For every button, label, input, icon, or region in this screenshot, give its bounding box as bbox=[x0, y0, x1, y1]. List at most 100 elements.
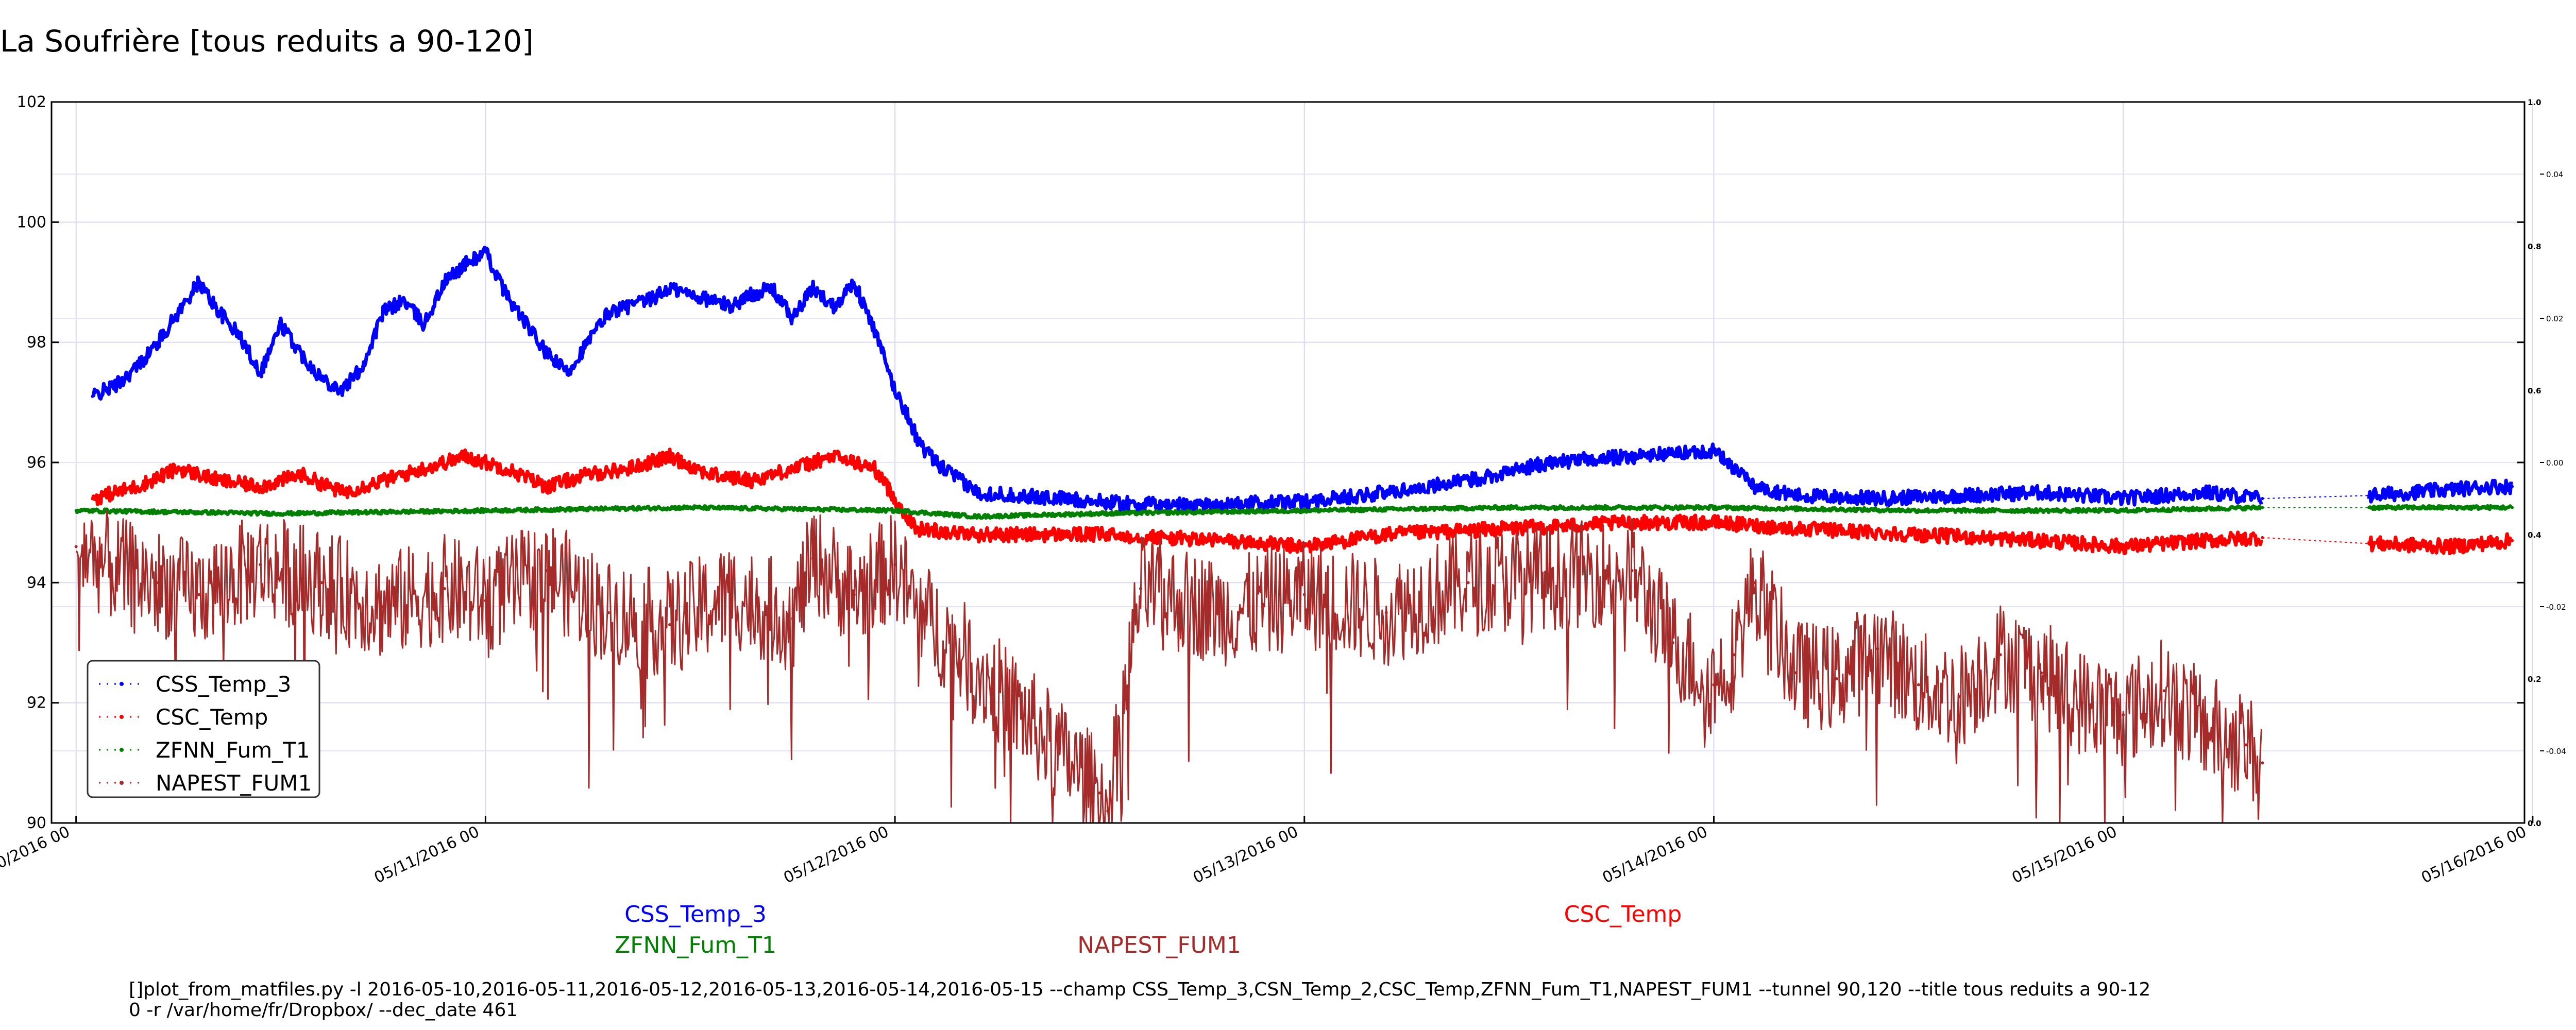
data-point-CSS_Temp_3 bbox=[905, 413, 909, 416]
data-point-ZFNN_Fum_T1 bbox=[279, 512, 283, 516]
y3-tick-label: 0.00 bbox=[2546, 458, 2563, 468]
data-point-CSC_Temp bbox=[791, 467, 794, 470]
data-point-CSS_Temp_3 bbox=[320, 376, 324, 380]
series-layer bbox=[74, 246, 2514, 824]
y-tick-label: 102 bbox=[17, 93, 46, 111]
y2-tick-label: 0.6 bbox=[2528, 386, 2541, 396]
data-point-NAPEST_FUM1 bbox=[791, 617, 794, 621]
y-tick-label: 100 bbox=[17, 213, 46, 231]
x-axis: 05/10/2016 00 05/11/2016 00 05/12/2016 00 0… bbox=[0, 816, 2534, 887]
data-point-NAPEST_FUM1 bbox=[606, 611, 610, 614]
data-point-CSC_Temp bbox=[586, 473, 590, 476]
data-point-NAPEST_FUM1 bbox=[1139, 587, 1142, 590]
data-point-NAPEST_FUM1 bbox=[1106, 809, 1110, 813]
y-tick-label: 98 bbox=[27, 334, 46, 352]
series-label-ZFNN_Fum_T1: ZFNN_Fum_T1 bbox=[615, 932, 776, 958]
data-point-CSS_Temp_3 bbox=[1548, 461, 1552, 464]
x-tick-label: 05/16/2016 00 bbox=[2419, 823, 2530, 887]
data-point-CSS_Temp_3 bbox=[1794, 494, 1798, 497]
series-line-CSC_Temp bbox=[91, 448, 2263, 556]
data-point-CSS_Temp_3 bbox=[606, 311, 610, 314]
command-line: []plot_from_matfiles.py -l 2016-05-10,20… bbox=[129, 979, 2150, 1000]
data-point-CSS_Temp_3 bbox=[443, 281, 446, 284]
legend-label: CSC_Temp bbox=[156, 705, 268, 730]
series-CSS_Temp_3 bbox=[91, 246, 2514, 513]
data-point-NAPEST_FUM1 bbox=[852, 593, 856, 596]
data-point-CSS_Temp_3 bbox=[402, 299, 405, 302]
data-point-CSC_Temp bbox=[2204, 539, 2207, 542]
data-point-CSC_Temp bbox=[2261, 536, 2264, 539]
data-point-CSS_Temp_3 bbox=[381, 311, 385, 314]
data-point-CSS_Temp_3 bbox=[709, 299, 713, 302]
series-line-ZFNN_Fum_T1 bbox=[75, 504, 2262, 520]
data-point-NAPEST_FUM1 bbox=[1958, 695, 1961, 698]
series-ZFNN_Fum_T1 bbox=[74, 504, 2514, 520]
data-point-CSS_Temp_3 bbox=[299, 353, 303, 356]
data-point-CSS_Temp_3 bbox=[279, 322, 283, 326]
x-tick-label: 05/14/2016 00 bbox=[1600, 823, 1710, 887]
legend-entry: CSC_Temp bbox=[99, 705, 268, 730]
data-point-CSC_Temp bbox=[2511, 539, 2514, 542]
data-point-CSC_Temp bbox=[975, 533, 979, 536]
data-point-CSS_Temp_3 bbox=[197, 281, 201, 284]
data-point-CSS_Temp_3 bbox=[2367, 494, 2371, 497]
legend-entry: CSS_Temp_3 bbox=[99, 672, 291, 697]
data-point-CSC_Temp bbox=[91, 497, 94, 500]
data-point-CSS_Temp_3 bbox=[1958, 494, 1961, 497]
legend-marker bbox=[120, 682, 124, 686]
data-point-CSS_Temp_3 bbox=[811, 286, 815, 290]
data-point-CSS_Temp_3 bbox=[730, 304, 733, 308]
data-point-NAPEST_FUM1 bbox=[115, 569, 119, 572]
data-point-NAPEST_FUM1 bbox=[2204, 725, 2207, 729]
data-point-NAPEST_FUM1 bbox=[156, 581, 160, 585]
data-point-NAPEST_FUM1 bbox=[913, 605, 917, 608]
data-point-CSS_Temp_3 bbox=[115, 383, 119, 386]
data-point-CSS_Temp_3 bbox=[668, 286, 671, 290]
data-point-ZFNN_Fum_T1 bbox=[1712, 506, 1716, 509]
legend-box bbox=[87, 660, 320, 798]
series-label-annotations: CSS_Temp_3 ZFNN_Fum_T1 NAPEST_FUM1 CSC_Temp bbox=[615, 901, 1682, 958]
data-point-CSS_Temp_3 bbox=[238, 335, 242, 338]
data-point-NAPEST_FUM1 bbox=[1733, 653, 1736, 657]
data-point-CSS_Temp_3 bbox=[934, 461, 938, 464]
data-point-CSS_Temp_3 bbox=[2040, 491, 2043, 494]
data-point-NAPEST_FUM1 bbox=[1630, 569, 1634, 572]
legend-label: ZFNN_Fum_T1 bbox=[156, 737, 310, 763]
data-point-ZFNN_Fum_T1 bbox=[2122, 509, 2125, 512]
data-point-CSS_Temp_3 bbox=[1302, 500, 1306, 503]
data-point-NAPEST_FUM1 bbox=[1998, 653, 2002, 657]
data-point-CSC_Temp bbox=[2367, 542, 2371, 545]
series-label-CSS_Temp_3: CSS_Temp_3 bbox=[624, 901, 767, 928]
data-point-CSS_Temp_3 bbox=[135, 365, 139, 368]
data-point-NAPEST_FUM1 bbox=[730, 593, 733, 596]
data-point-NAPEST_FUM1 bbox=[1548, 575, 1552, 578]
x-tick-label: 05/10/2016 00 bbox=[0, 823, 73, 887]
data-point-NAPEST_FUM1 bbox=[2080, 701, 2084, 705]
data-point-CSC_Temp bbox=[1098, 533, 1101, 536]
data-point-CSS_Temp_3 bbox=[1733, 467, 1736, 470]
data-point-CSC_Temp bbox=[873, 467, 876, 470]
data-point-CSS_Temp_3 bbox=[1876, 497, 1879, 500]
grid-lines bbox=[52, 101, 2533, 823]
data-point-NAPEST_FUM1 bbox=[1753, 581, 1756, 585]
data-point-NAPEST_FUM1 bbox=[1671, 641, 1675, 644]
data-point-CSS_Temp_3 bbox=[648, 299, 651, 302]
data-point-NAPEST_FUM1 bbox=[1917, 683, 1920, 686]
legend-marker bbox=[120, 781, 124, 785]
data-point-NAPEST_FUM1 bbox=[1876, 647, 1879, 650]
y2-tick-label: 0.2 bbox=[2528, 675, 2541, 684]
data-point-NAPEST_FUM1 bbox=[1302, 593, 1306, 596]
data-point-NAPEST_FUM1 bbox=[668, 623, 671, 626]
data-point-CSS_Temp_3 bbox=[2511, 485, 2514, 488]
legend-marker bbox=[120, 748, 124, 752]
data-point-CSS_Temp_3 bbox=[791, 317, 794, 320]
data-point-NAPEST_FUM1 bbox=[484, 599, 487, 603]
y2-tick-label: 1.0 bbox=[2528, 98, 2541, 107]
data-point-CSS_Temp_3 bbox=[156, 340, 160, 344]
data-point-CSS_Temp_3 bbox=[1753, 485, 1756, 488]
data-point-ZFNN_Fum_T1 bbox=[484, 509, 487, 512]
data-point-NAPEST_FUM1 bbox=[1221, 611, 1224, 614]
data-point-ZFNN_Fum_T1 bbox=[1098, 512, 1101, 516]
data-point-CSC_Temp bbox=[893, 497, 897, 500]
data-point-CSS_Temp_3 bbox=[627, 304, 631, 308]
